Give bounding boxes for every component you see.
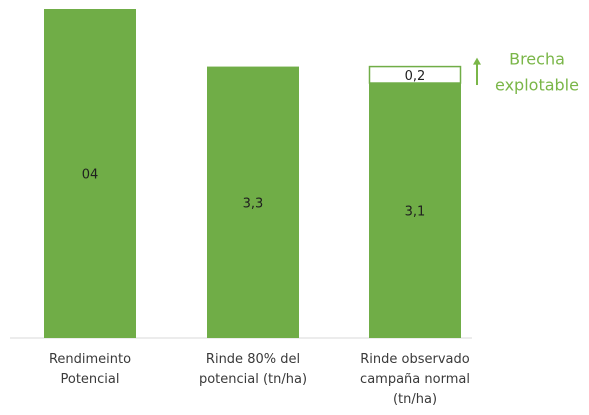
bar-3-value-label: 3,1 xyxy=(405,205,426,220)
bar-2 xyxy=(207,66,299,338)
category-label-3-line-1: Rinde observado xyxy=(360,352,469,367)
category-label-3-line-2: campaña normal xyxy=(360,372,470,387)
category-label-1-line-2: Potencial xyxy=(60,372,119,387)
category-label-1-line-1: Rendimeinto xyxy=(49,352,131,367)
up-arrow-icon xyxy=(473,57,481,65)
gap-value-label: 0,2 xyxy=(405,69,426,84)
category-label-2-line-1: Rinde 80% del xyxy=(206,352,300,367)
annotation-line-1: Brecha xyxy=(509,50,565,69)
bar-1-value-label: 04 xyxy=(82,168,99,183)
bar-1 xyxy=(44,9,136,338)
category-label-3-line-3: (tn/ha) xyxy=(393,392,437,407)
category-label-2-line-2: potencial (tn/ha) xyxy=(199,372,307,387)
bar-2-value-label: 3,3 xyxy=(243,196,264,211)
annotation-line-2: explotable xyxy=(495,76,579,95)
bar-3 xyxy=(369,83,461,339)
gap-segment-bar-3 xyxy=(368,65,462,84)
